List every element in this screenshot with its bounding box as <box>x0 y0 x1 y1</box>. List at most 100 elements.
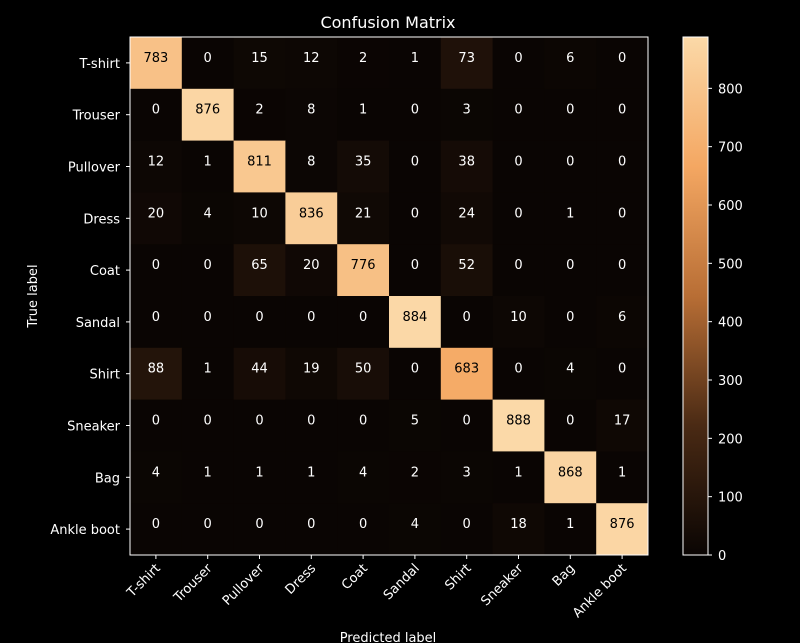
heatmap-cell <box>492 140 545 193</box>
heatmap-cell <box>130 296 183 349</box>
heatmap-cell <box>596 296 649 349</box>
cell-value-label: 1 <box>307 465 315 480</box>
cell-value-label: 0 <box>514 258 522 273</box>
heatmap-cell <box>130 399 183 452</box>
heatmap-cell <box>337 451 390 504</box>
cell-value-label: 776 <box>351 258 376 273</box>
heatmap-cell <box>337 399 390 452</box>
cell-value-label: 836 <box>299 206 324 221</box>
heatmap-cell <box>337 192 390 245</box>
cell-value-label: 0 <box>514 155 522 170</box>
heatmap-cell <box>596 451 649 504</box>
heatmap-cell <box>233 140 286 193</box>
cell-value-label: 12 <box>303 51 320 66</box>
cell-value-label: 876 <box>195 103 220 118</box>
heatmap-cell <box>544 347 597 401</box>
cell-value-label: 21 <box>355 206 372 221</box>
cell-value-label: 0 <box>566 103 574 118</box>
y-axis-ticks: T-shirt Trouser Pullover Dress Coat Sandal Shi… <box>50 57 130 538</box>
heatmap-cell <box>337 37 390 90</box>
colorbar-ticks: 0 100 200 300 400 500 600 700 800 <box>708 82 743 564</box>
heatmap-cell <box>285 192 338 245</box>
cell-value-label: 0 <box>307 310 315 325</box>
heatmap-cell <box>181 88 235 142</box>
cell-value-label: 1 <box>204 155 212 170</box>
cell-value-label: 0 <box>566 258 574 273</box>
y-tick-label: Sneaker <box>67 420 121 435</box>
heatmap-cell <box>596 347 649 401</box>
cell-value-label: 4 <box>411 517 419 532</box>
cell-value-label: 20 <box>148 206 165 221</box>
colorbar-tick-label: 600 <box>718 199 743 214</box>
y-axis-label: True label <box>26 264 41 328</box>
cell-value-label: 1 <box>566 517 574 532</box>
cell-value-label: 35 <box>355 155 372 170</box>
colorbar-tick-label: 700 <box>718 141 743 156</box>
heatmap-cell <box>130 503 183 556</box>
cell-value-label: 8 <box>307 155 315 170</box>
cell-value-label: 0 <box>566 414 574 429</box>
x-tick-label: Dress <box>283 561 320 598</box>
cell-value-label: 0 <box>463 310 471 325</box>
cell-value-label: 0 <box>514 103 522 118</box>
heatmap-cell <box>389 296 442 349</box>
cell-value-label: 5 <box>411 414 419 429</box>
heatmap-cell <box>233 399 286 452</box>
heatmap-cell <box>181 503 235 556</box>
cell-value-label: 0 <box>204 517 212 532</box>
cell-value-label: 884 <box>402 310 427 325</box>
cell-value-label: 0 <box>618 206 626 221</box>
cell-value-label: 1 <box>359 103 367 118</box>
heatmap-cell <box>440 140 494 193</box>
heatmap-cell <box>233 244 286 297</box>
heatmap-cell <box>596 37 649 90</box>
cell-value-label: 811 <box>247 155 272 170</box>
heatmap-cell <box>337 140 390 193</box>
heatmap-cell <box>440 451 494 504</box>
cell-value-label: 15 <box>251 51 268 66</box>
heatmap-cell <box>285 244 338 297</box>
heatmap-cell <box>440 244 494 297</box>
heatmap-cell <box>544 88 597 142</box>
heatmap-cell <box>389 347 442 401</box>
cell-value-label: 19 <box>303 362 320 377</box>
heatmap-cell <box>492 451 545 504</box>
cell-value-label: 0 <box>307 414 315 429</box>
heatmap-cell <box>389 399 442 452</box>
cell-value-label: 0 <box>152 103 160 118</box>
cell-value-label: 0 <box>618 51 626 66</box>
colorbar-tick-label: 800 <box>718 82 743 97</box>
cell-value-label: 1 <box>618 465 626 480</box>
cell-value-label: 38 <box>458 155 475 170</box>
colorbar-tick-label: 300 <box>718 374 743 389</box>
heatmap-cell <box>544 296 597 349</box>
heatmap-cell <box>596 140 649 193</box>
x-axis-ticks: T-shirt Trouser Pullover Dress Coat Sandal Shi… <box>124 555 630 621</box>
heatmap-cell <box>337 503 390 556</box>
cell-value-label: 0 <box>152 310 160 325</box>
x-tick-label: Coat <box>339 561 371 593</box>
y-tick-label: Sandal <box>76 316 120 331</box>
cell-value-label: 8 <box>307 103 315 118</box>
heatmap-cell <box>130 37 183 90</box>
cell-value-label: 0 <box>514 51 522 66</box>
heatmap-cell <box>492 347 545 401</box>
cell-value-label: 0 <box>618 103 626 118</box>
heatmap-cell <box>130 347 183 401</box>
heatmap-cell <box>233 451 286 504</box>
cell-value-label: 2 <box>411 465 419 480</box>
cell-value-label: 0 <box>566 155 574 170</box>
heatmap-cell <box>389 503 442 556</box>
cell-value-label: 0 <box>359 517 367 532</box>
heatmap-cell <box>389 451 442 504</box>
heatmap-cell <box>492 296 545 349</box>
heatmap-cell <box>492 399 545 452</box>
heatmap-cell <box>440 192 494 245</box>
heatmap-cell <box>596 399 649 452</box>
cell-value-label: 0 <box>152 258 160 273</box>
heatmap-cell <box>233 503 286 556</box>
cell-value-label: 44 <box>251 362 268 377</box>
heatmap-cell <box>492 37 545 90</box>
heatmap-cell <box>181 296 235 349</box>
